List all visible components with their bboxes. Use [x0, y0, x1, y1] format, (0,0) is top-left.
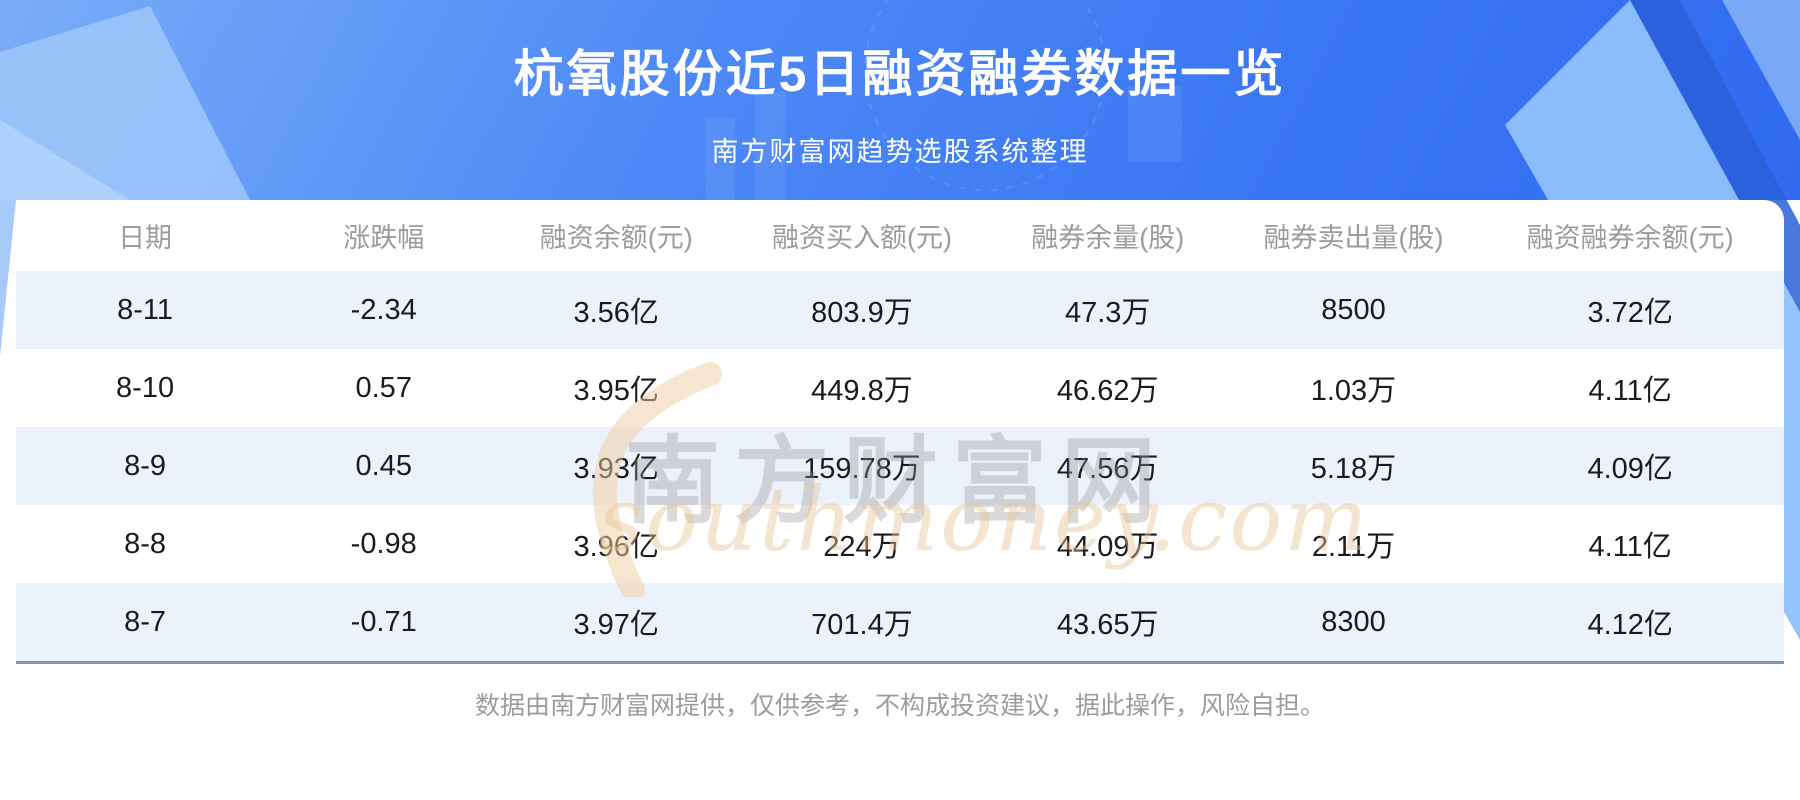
table-cell: 224万: [823, 531, 901, 563]
table-cell: 3.72亿: [1587, 297, 1673, 329]
table-row: 8-10 0.57 3.95亿 449.8万 46.62万 1.03万 4.11亿: [16, 349, 1784, 427]
data-card: 日期 涨跌幅 融资余额(元) 融资买入额(元) 融券余量(股) 融券卖出量(股) 融资融券余…: [16, 200, 1784, 664]
column-header: 融券余量(股): [1031, 223, 1185, 253]
column-header: 融资融券余额(元): [1526, 223, 1734, 253]
table-cell: 2.11万: [1311, 531, 1396, 563]
table-cell: 43.65万: [1056, 609, 1159, 641]
table-body: 8-11 -2.34 3.56亿 803.9万 47.3万 8500 3.72亿 8-10 0.…: [16, 271, 1784, 661]
table-cell: 3.56亿: [573, 297, 659, 329]
table-cell: 8-7: [124, 605, 167, 638]
table-cell: 159.78万: [803, 453, 921, 485]
column-header: 融资余额(元): [539, 223, 693, 253]
table-cell: 3.93亿: [573, 453, 659, 485]
column-header: 融券卖出量(股): [1263, 223, 1444, 253]
table-row: 8-7 -0.71 3.97亿 701.4万 43.65万 8300 4.12亿: [16, 583, 1784, 661]
table-row: 8-11 -2.34 3.56亿 803.9万 47.3万 8500 3.72亿: [16, 271, 1784, 349]
margin-data-table: 日期 涨跌幅 融资余额(元) 融资买入额(元) 融券余量(股) 融券卖出量(股) 融资融券余…: [16, 200, 1784, 661]
footer-disclaimer: 数据由南方财富网提供，仅供参考，不构成投资建议，据此操作，风险自担。: [474, 692, 1325, 720]
table-cell: 4.09亿: [1587, 453, 1673, 485]
table-cell: 3.95亿: [573, 375, 659, 407]
table-cell: 44.09万: [1056, 531, 1159, 563]
table-header-row: 日期 涨跌幅 融资余额(元) 融资买入额(元) 融券余量(股) 融券卖出量(股) 融资融券余…: [16, 200, 1784, 271]
page-subtitle: 南方财富网趋势选股系统整理: [711, 137, 1089, 167]
banner-background: [0, 0, 1800, 200]
table-cell: 803.9万: [811, 297, 913, 329]
table-cell: 5.18万: [1310, 453, 1397, 485]
table-cell: 0.57: [355, 371, 412, 404]
table-cell: -0.71: [350, 605, 417, 638]
column-header: 涨跌幅: [343, 223, 425, 253]
table-cell: 701.4万: [811, 609, 913, 641]
table-row: 8-9 0.45 3.93亿 159.78万 47.56万 5.18万 4.09亿: [16, 427, 1784, 505]
table-cell: 47.3万: [1064, 297, 1151, 329]
table-cell: 3.96亿: [573, 531, 659, 563]
table-cell: -0.98: [350, 527, 417, 560]
table-cell: 3.97亿: [573, 609, 659, 641]
left-prism-sliver: [0, 200, 16, 356]
table-cell: 8-8: [124, 527, 167, 560]
table-cell: -2.34: [350, 293, 417, 326]
table-cell: 1.03万: [1310, 375, 1397, 407]
table-cell: 0.45: [355, 449, 412, 482]
table-cell: 8300: [1321, 605, 1386, 638]
page-title: 杭氧股份近5日融资融券数据一览: [513, 46, 1287, 102]
table-cell: 8-10: [116, 371, 175, 404]
table-cell: 4.11亿: [1588, 375, 1672, 407]
column-header: 融资买入额(元): [771, 223, 952, 253]
table-cell: 8500: [1321, 293, 1386, 326]
table-cell: 8-9: [124, 449, 167, 482]
table-cell: 4.11亿: [1588, 531, 1672, 563]
table-cell: 46.62万: [1056, 375, 1159, 407]
table-cell: 4.12亿: [1587, 609, 1673, 641]
table-cell: 8-11: [117, 293, 173, 326]
table-cell: 449.8万: [811, 375, 913, 407]
table-cell: 47.56万: [1056, 453, 1159, 485]
column-header: 日期: [118, 223, 173, 253]
table-row: 8-8 -0.98 3.96亿 224万 44.09万 2.11万 4.11亿: [16, 505, 1784, 583]
